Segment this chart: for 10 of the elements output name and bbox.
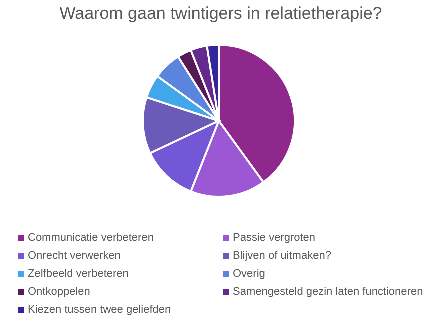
legend-label: Communicatie verbeteren <box>28 232 154 244</box>
legend-label: Passie vergroten <box>233 232 316 244</box>
legend-label: Overig <box>233 268 266 280</box>
legend-label: Ontkoppelen <box>28 286 90 298</box>
legend-label: Zelfbeeld verbeteren <box>28 268 129 280</box>
legend-label: Onrecht verwerken <box>28 250 121 262</box>
legend-label: Blijven of uitmaken? <box>233 250 332 262</box>
legend-label: Kiezen tussen twee geliefden <box>28 304 172 316</box>
legend-label: Samengesteld gezin laten functioneren <box>233 286 424 298</box>
chart-title: Waarom gaan twintigers in relatietherapie? <box>58 4 384 24</box>
